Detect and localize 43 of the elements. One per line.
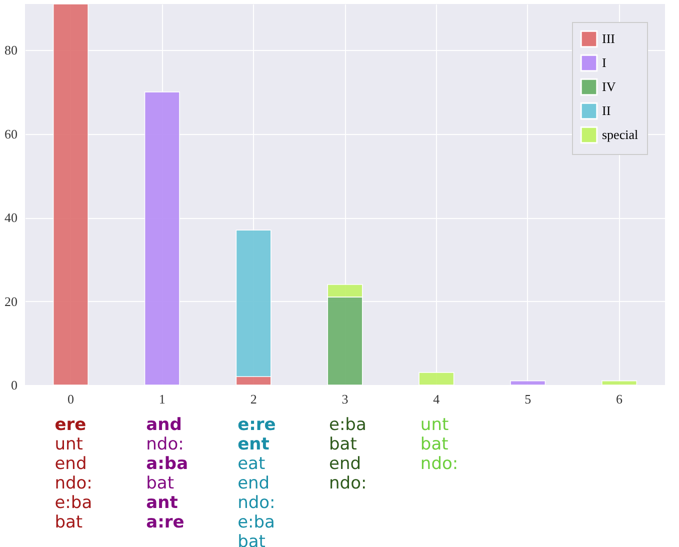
text: unt	[54, 434, 84, 454]
text: ndo:	[420, 454, 458, 474]
text: end	[329, 454, 362, 474]
text: e:ba	[54, 493, 92, 513]
legend-label: I	[602, 55, 606, 70]
legend-label: special	[602, 127, 638, 142]
text: e:ba	[238, 512, 275, 532]
y-tick-label: 40	[4, 210, 18, 226]
x-tick-label: 2	[250, 392, 257, 406]
text: and	[146, 415, 182, 435]
text: ndo:	[329, 474, 367, 494]
text: bat	[54, 512, 83, 532]
text: eat	[238, 454, 266, 474]
text: bat	[329, 434, 358, 454]
text: ent	[238, 434, 270, 454]
legend-label: III	[602, 31, 615, 46]
text: bat	[238, 532, 266, 547]
legend-label: II	[602, 103, 611, 118]
x-tick-label: 5	[524, 392, 532, 406]
text: unt	[420, 415, 449, 435]
text: a:ba	[146, 454, 188, 474]
y-tick-label: 0	[11, 378, 18, 392]
text: ndo:	[54, 474, 92, 494]
text: end	[238, 474, 270, 494]
text: ere	[54, 415, 86, 435]
x-tick-label: 6	[616, 392, 624, 406]
y-tick-label: 60	[4, 126, 18, 142]
y-tick-label: 20	[4, 294, 18, 309]
text: bat	[420, 434, 449, 454]
text: ndo:	[238, 493, 276, 513]
text: ant	[146, 493, 178, 513]
x-tick-label: 4	[433, 392, 440, 406]
text: e:re	[238, 415, 276, 435]
text: a:re	[146, 512, 184, 532]
text: bat	[146, 474, 174, 494]
x-tick-label: 0	[67, 392, 74, 406]
text: ndo:	[146, 434, 184, 454]
legend-label: IV	[602, 79, 616, 94]
x-tick-label: 3	[342, 392, 348, 406]
text: end	[54, 454, 87, 474]
text: e:ba	[329, 415, 366, 435]
y-tick-label: 80	[4, 42, 18, 58]
x-tick-label: 1	[158, 392, 166, 406]
